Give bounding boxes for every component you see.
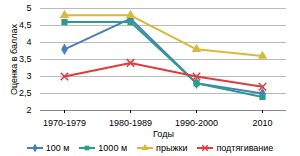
svg-text:3: 3 xyxy=(26,71,31,81)
svg-text:Годы: Годы xyxy=(153,129,174,139)
svg-text:2010: 2010 xyxy=(252,118,272,128)
svg-text:4,5: 4,5 xyxy=(19,20,32,30)
svg-text:Оценка в баллах: Оценка в баллах xyxy=(9,24,19,95)
html-text:прыжки: прыжки xyxy=(156,143,188,153)
html-text:1000 м: 1000 м xyxy=(98,143,128,153)
svg-text:2,5: 2,5 xyxy=(19,88,32,98)
svg-text:3,5: 3,5 xyxy=(19,54,32,64)
svg-text:5: 5 xyxy=(26,3,31,13)
svg-text:1980-1989: 1980-1989 xyxy=(109,118,152,128)
svg-text:1990-2000: 1990-2000 xyxy=(175,118,218,128)
svg-text:4: 4 xyxy=(26,37,31,47)
svg-text:1970-1979: 1970-1979 xyxy=(43,118,86,128)
html-text:100 м: 100 м xyxy=(45,143,70,153)
svg-text:2: 2 xyxy=(26,105,31,115)
html-text:подтягивание: подтягивание xyxy=(216,143,274,153)
